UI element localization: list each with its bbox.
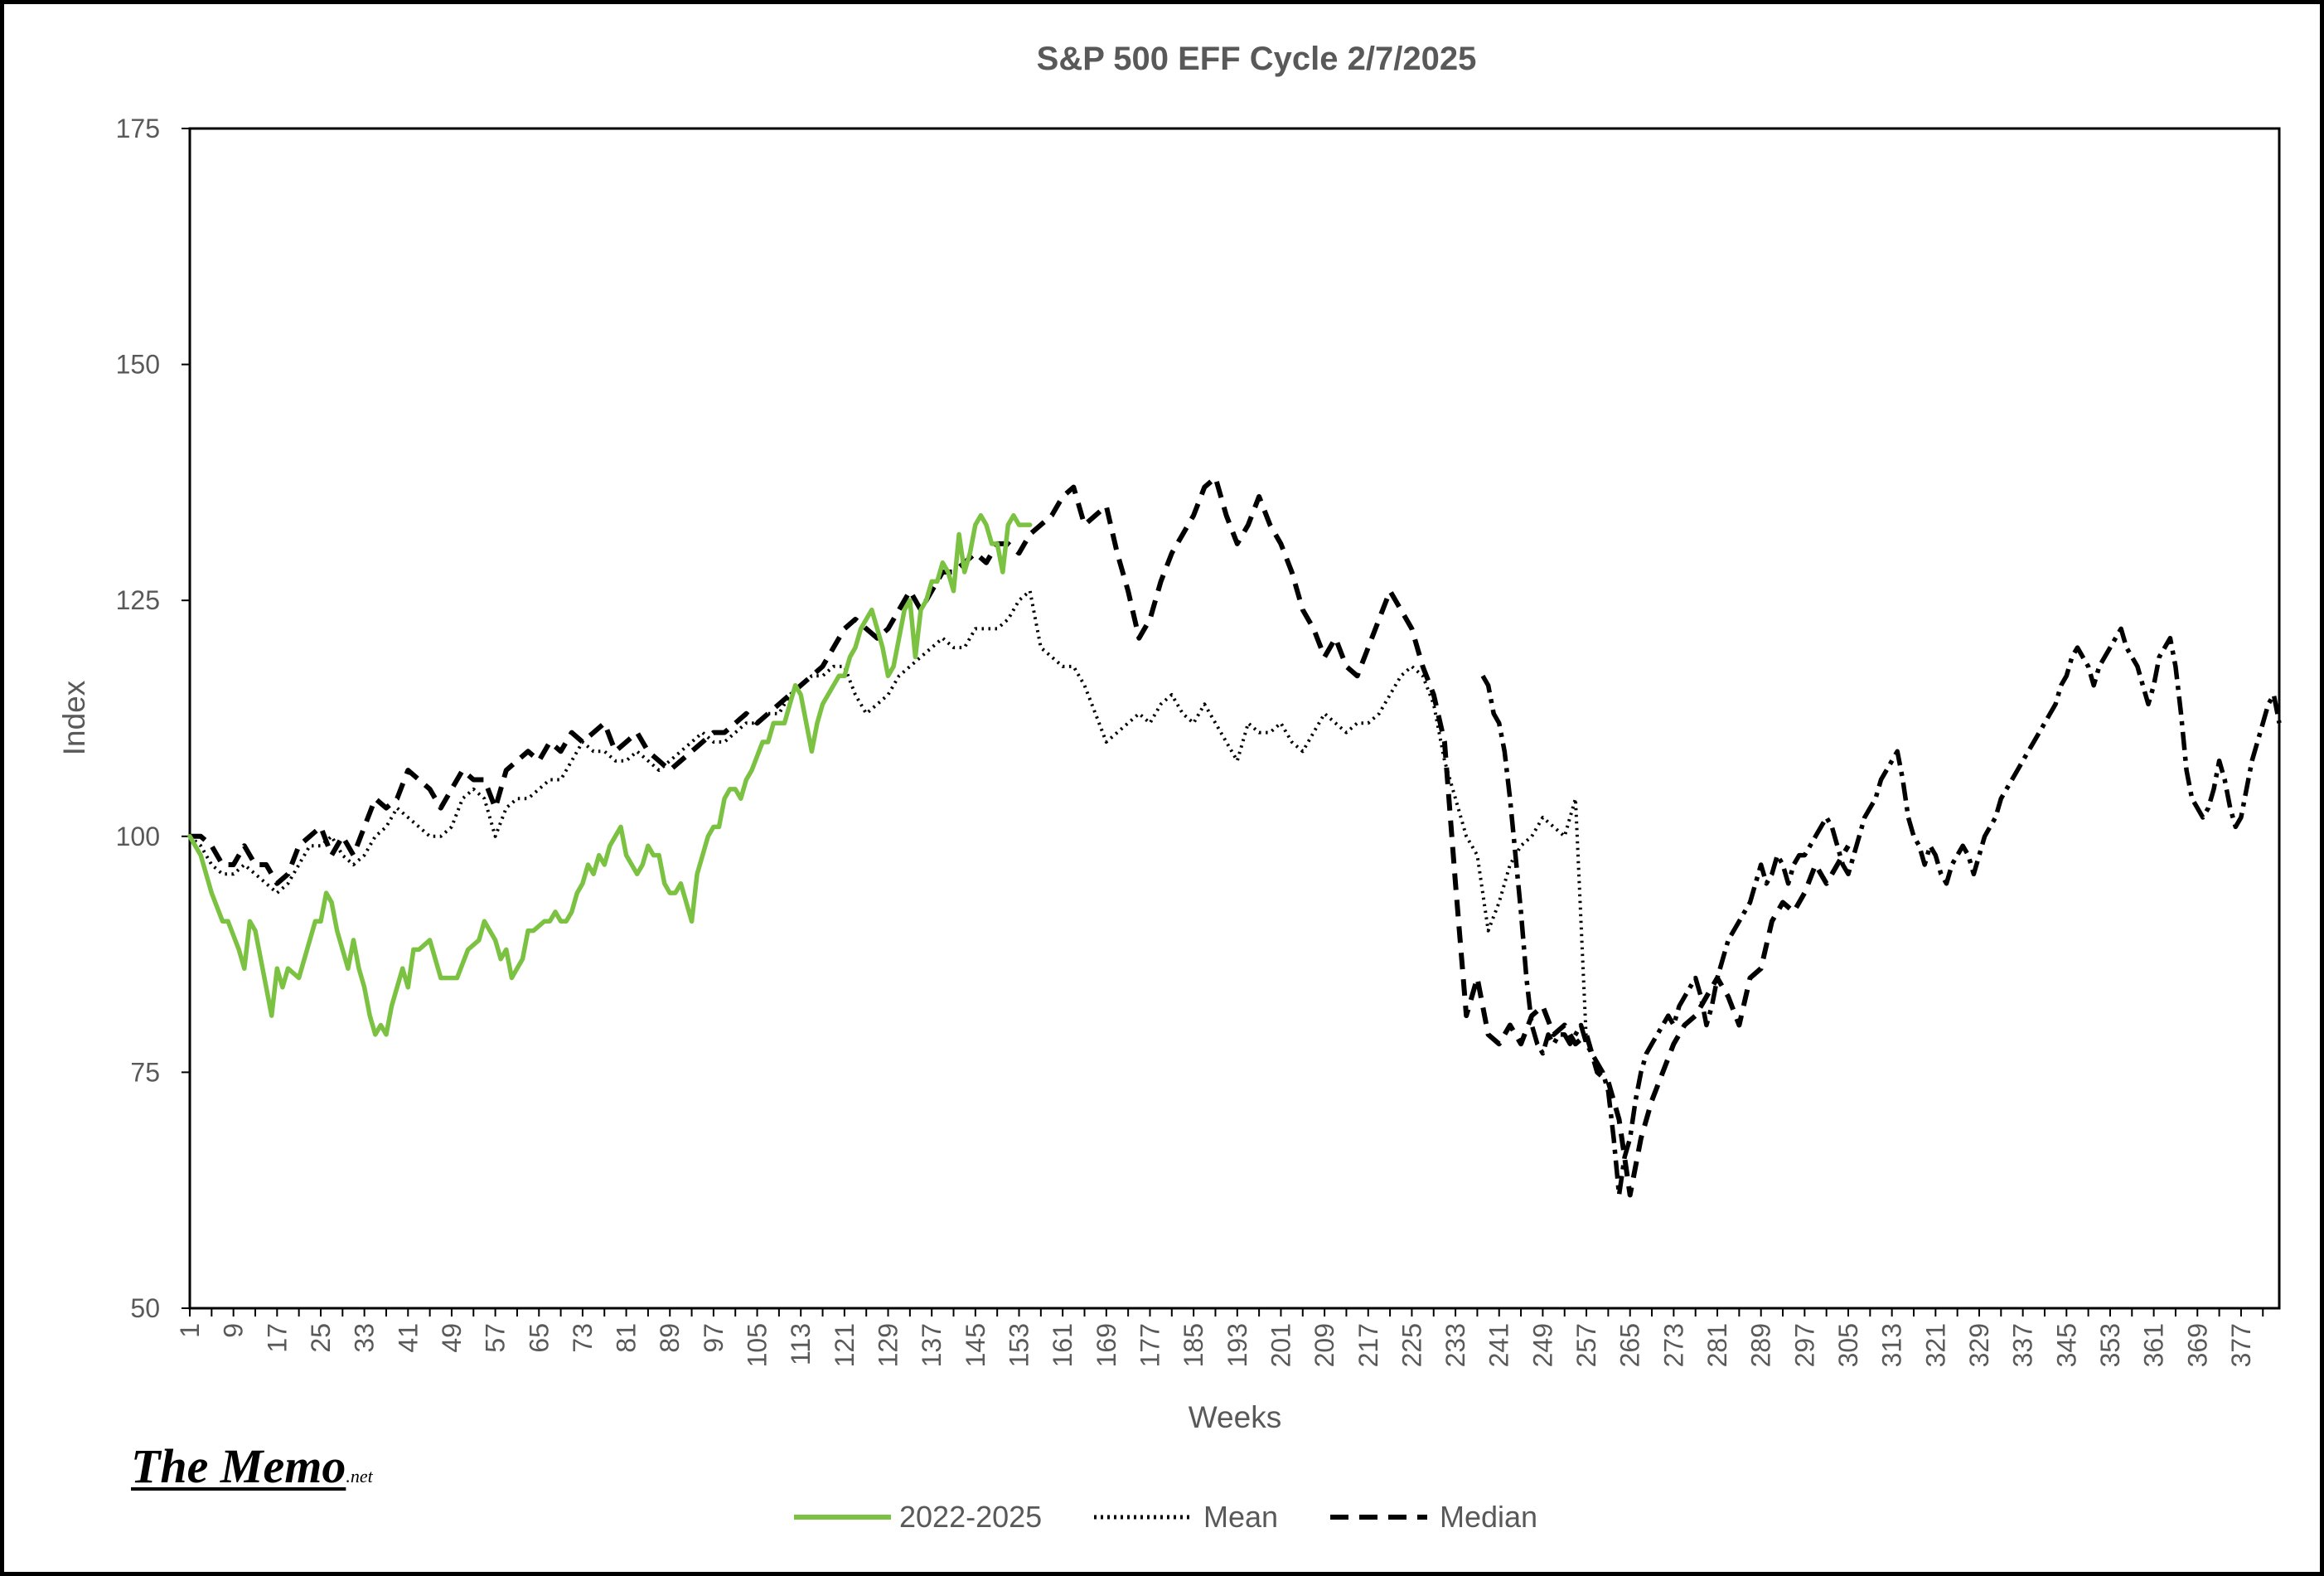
y-tick-label: 50 — [130, 1293, 160, 1323]
x-tick-label: 9 — [219, 1323, 249, 1338]
y-axis: 50 75 100 125 150 175 — [116, 114, 190, 1323]
x-tick-label: 41 — [393, 1323, 423, 1353]
x-tick-label: 25 — [306, 1323, 336, 1353]
x-tick-label: 1 — [175, 1323, 205, 1338]
x-tick-label: 377 — [2226, 1323, 2256, 1367]
legend-label-mean: Mean — [1203, 1500, 1278, 1534]
x-tick-label: 33 — [350, 1323, 380, 1353]
legend: 2022-2025 Mean Median — [794, 1500, 1537, 1534]
logo-suffix-text: .net — [346, 1466, 373, 1486]
series-line-2022-2025 — [187, 512, 1033, 1037]
x-tick-label: 185 — [1179, 1323, 1208, 1367]
x-tick-label: 113 — [786, 1323, 816, 1365]
x-tick-label: 353 — [2095, 1323, 2125, 1367]
x-tick-label: 201 — [1266, 1323, 1295, 1367]
y-tick-label: 125 — [116, 585, 160, 615]
x-tick-label: 193 — [1223, 1323, 1252, 1367]
x-tick-label: 17 — [262, 1323, 292, 1353]
x-tick-label: 329 — [1964, 1323, 1994, 1367]
y-tick-label: 100 — [116, 822, 160, 851]
legend-item-2022-2025: 2022-2025 — [794, 1500, 1042, 1534]
x-tick-label: 121 — [830, 1323, 859, 1367]
x-axis-label: Weeks — [1189, 1400, 1281, 1434]
x-tick-label: 137 — [917, 1323, 947, 1367]
x-tick-label: 89 — [655, 1323, 685, 1353]
y-tick-label: 175 — [116, 114, 160, 143]
x-tick-label: 297 — [1789, 1323, 1819, 1367]
the-memo-logo: The Memo.net — [131, 1438, 373, 1494]
series-line-median — [190, 475, 1851, 1198]
x-tick-label: 57 — [481, 1323, 511, 1353]
x-tick-label: 305 — [1833, 1323, 1863, 1367]
series-lines — [187, 475, 2282, 1198]
x-tick-label: 225 — [1397, 1323, 1426, 1367]
y-tick-label: 150 — [116, 350, 160, 380]
x-tick-label: 273 — [1658, 1323, 1688, 1367]
x-tick-label: 177 — [1135, 1323, 1164, 1367]
x-tick-label: 49 — [437, 1323, 467, 1353]
x-tick-label: 161 — [1048, 1323, 1077, 1367]
x-tick-label: 105 — [743, 1323, 772, 1367]
y-tick-label: 75 — [130, 1057, 160, 1087]
x-tick-label: 81 — [612, 1323, 642, 1353]
x-tick-label: 361 — [2139, 1323, 2169, 1367]
x-tick-label: 265 — [1615, 1323, 1645, 1367]
legend-item-median: Median — [1330, 1500, 1537, 1534]
x-tick-label: 129 — [874, 1323, 903, 1367]
series-line-unlabeled-dashdot — [1480, 626, 2282, 1198]
x-tick-label: 73 — [568, 1323, 598, 1353]
x-tick-label: 169 — [1092, 1323, 1121, 1367]
x-tick-label: 153 — [1005, 1323, 1034, 1367]
x-tick-label: 313 — [1877, 1323, 1907, 1367]
plot-area — [188, 127, 2281, 1310]
x-tick-label: 289 — [1746, 1323, 1776, 1367]
y-axis-label: Index — [57, 680, 91, 755]
legend-item-mean: Mean — [1094, 1500, 1278, 1534]
x-tick-label: 337 — [2008, 1323, 2038, 1367]
x-tick-label: 209 — [1310, 1323, 1339, 1367]
chart-title: S&P 500 EFF Cycle 2/7/2025 — [1037, 41, 1477, 77]
series-line-mean — [188, 589, 1589, 1045]
x-tick-label: 145 — [961, 1323, 990, 1367]
x-tick-label: 97 — [699, 1323, 729, 1353]
legend-label-2022-2025: 2022-2025 — [899, 1500, 1042, 1534]
logo-main-text: The Memo — [131, 1439, 346, 1493]
x-tick-label: 241 — [1484, 1323, 1514, 1367]
x-tick-label: 249 — [1528, 1323, 1557, 1367]
legend-label-median: Median — [1440, 1500, 1537, 1534]
x-tick-label: 257 — [1571, 1323, 1601, 1367]
x-tick-label: 281 — [1702, 1323, 1732, 1367]
x-tick-label: 321 — [1920, 1323, 1950, 1367]
x-tick-label: 233 — [1440, 1323, 1470, 1367]
x-tick-label: 217 — [1353, 1323, 1383, 1367]
x-axis: 1 9 17 25 33 41 49 57 65 73 81 89 97 105 113 121 129 137 1… — [175, 1308, 2264, 1367]
x-tick-label: 345 — [2051, 1323, 2081, 1367]
x-tick-label: 369 — [2182, 1323, 2212, 1367]
x-tick-label: 65 — [524, 1323, 554, 1353]
